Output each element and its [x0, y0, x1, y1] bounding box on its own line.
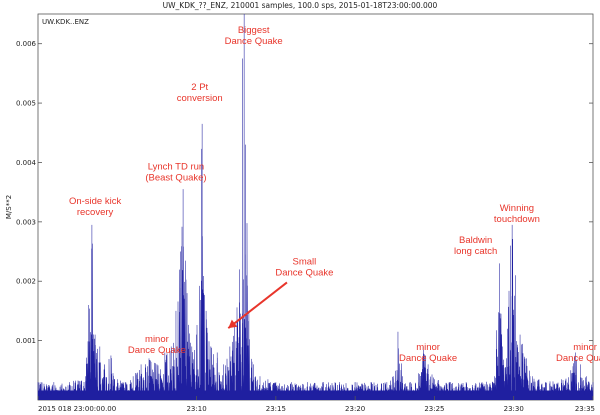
x-tick-label: 2015 018 23:00:00.00: [38, 405, 116, 413]
annotation-line: Dance Quake: [225, 36, 283, 47]
annotation-label: 2 Pt conversion: [177, 82, 223, 104]
annotation-line: 2 Pt: [191, 82, 208, 93]
waveform-trace: [37, 14, 594, 401]
annotation-label: Biggest Dance Quake: [225, 25, 283, 47]
annotation-line: Winning: [500, 203, 534, 214]
annotation-line: Baldwin: [459, 235, 492, 246]
annotation-line: Biggest: [238, 25, 270, 36]
annotation-label: Small Dance Quake: [275, 257, 333, 279]
x-tick-label: 23:20: [345, 405, 365, 413]
y-tick-label: 0.006: [16, 40, 37, 48]
annotation-line: Small: [293, 257, 317, 268]
x-tick-label: 23:35: [575, 405, 595, 413]
annotation-label: On-side kick recovery: [69, 196, 122, 218]
annotation-label: Baldwin long catch: [454, 235, 497, 257]
x-tick-label: 23:10: [186, 405, 206, 413]
annotation-label: Lynch TD run (Beast Quake): [145, 162, 206, 184]
annotation-line: Dance Quake: [128, 345, 186, 356]
annotation-line: conversion: [177, 93, 223, 104]
annotation-line: minor: [573, 342, 597, 353]
x-axis: 2015 018 23:00:00.00 23:10 23:15 23:20 23:25…: [37, 396, 595, 413]
y-axis-label: M/S**2: [5, 195, 13, 219]
y-tick-label: 0.003: [16, 218, 36, 226]
annotation-line: long catch: [454, 246, 497, 257]
x-tick-label: 23:30: [504, 405, 524, 413]
y-axis: 0.001 0.002 0.003 0.004 0.005 0.006: [16, 40, 593, 345]
x-tick-label: 23:15: [266, 405, 286, 413]
annotation-line: (Beast Quake): [145, 173, 206, 184]
y-tick-label: 0.002: [16, 278, 36, 286]
annotation-line: minor: [416, 342, 440, 353]
annotation-line: recovery: [77, 207, 114, 218]
y-tick-label: 0.001: [16, 337, 36, 345]
annotation-line: Dance Quake: [275, 268, 333, 279]
annotation-line: On-side kick: [69, 196, 122, 207]
trace-label: UW.KDK..ENZ: [42, 18, 89, 26]
annotation-line: Dance Quake: [556, 353, 600, 364]
annotation-line: Dance Quake: [399, 353, 457, 364]
chart-title: UW_KDK_??_ENZ, 210001 samples, 100.0 sps…: [163, 1, 438, 10]
annotation-label: Winning touchdown: [494, 203, 540, 225]
y-tick-label: 0.005: [16, 100, 36, 108]
annotation-line: Lynch TD run: [148, 162, 205, 173]
y-tick-label: 0.004: [16, 159, 37, 167]
annotation-arrow-head: [228, 319, 238, 329]
x-tick-label: 23:25: [424, 405, 444, 413]
annotation-line: touchdown: [494, 214, 540, 225]
annotation-line: minor: [145, 334, 169, 345]
annotation-arrow-shaft: [227, 281, 288, 329]
